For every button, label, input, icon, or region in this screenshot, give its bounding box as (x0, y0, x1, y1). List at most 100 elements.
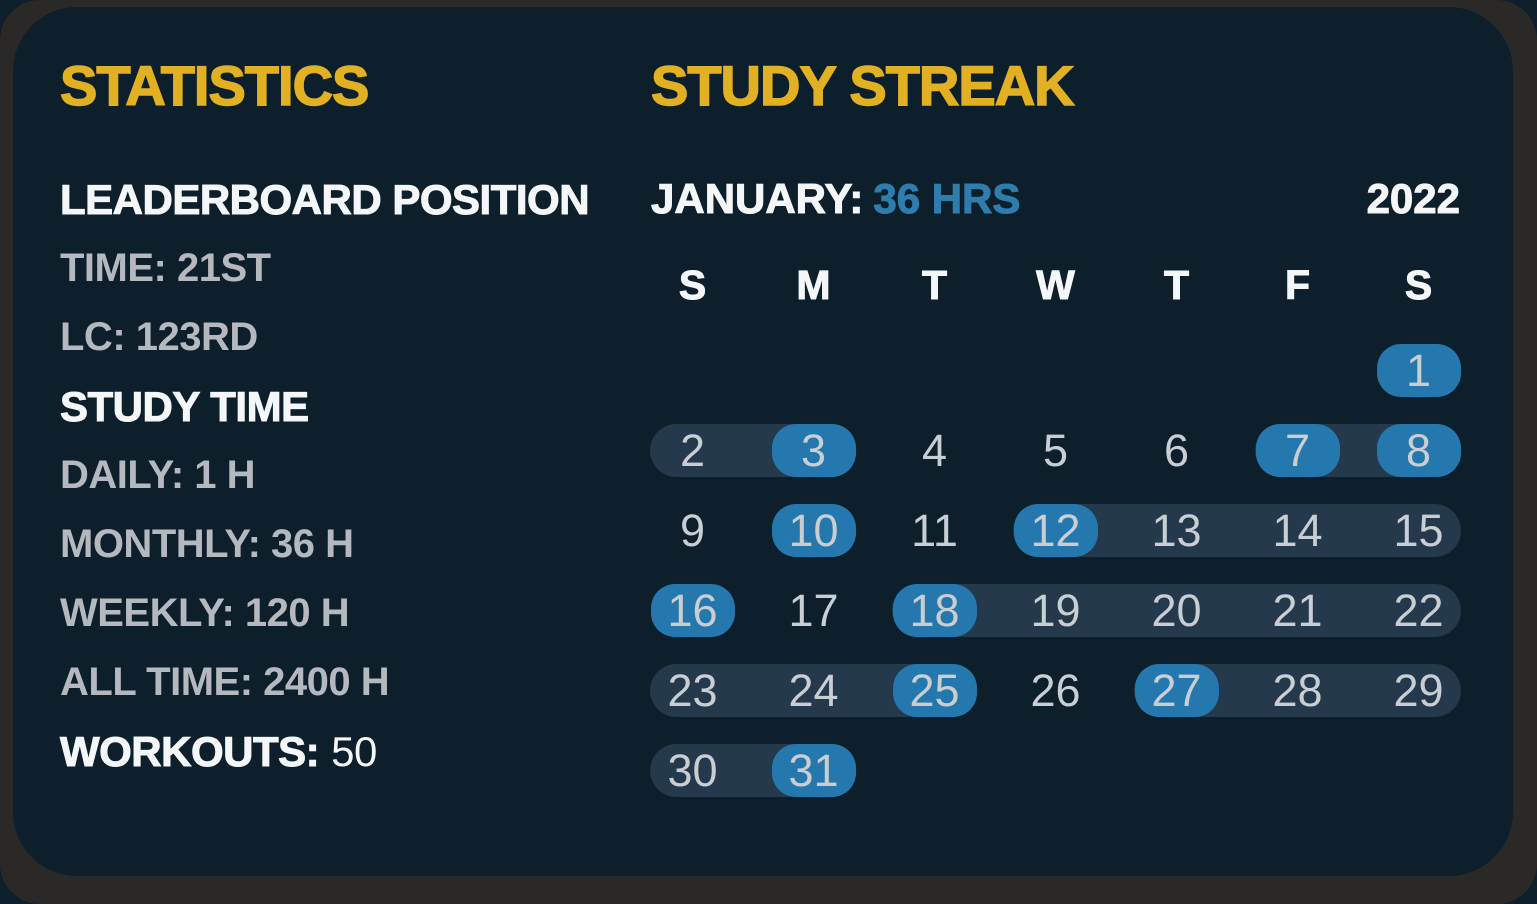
streak-span-segment (1237, 584, 1358, 637)
streak-span-segment (1237, 504, 1358, 557)
empty-day-cell (874, 331, 995, 411)
empty-day-cell (1237, 731, 1358, 811)
day-cell-12: 12 (995, 491, 1116, 571)
day-number: 12 (1030, 505, 1081, 556)
day-cell-21: 21 (1237, 571, 1358, 651)
day-cell-9: 9 (632, 491, 753, 571)
day-number: 1 (1405, 345, 1432, 396)
study-day-pill (892, 664, 977, 717)
weekday-label-6: S (1404, 262, 1433, 309)
day-number: 14 (1272, 505, 1323, 556)
calendar-week-row: 2 3 4 5 6 7 8 (632, 411, 1479, 491)
study-day-pill (771, 424, 856, 477)
day-number: 20 (1151, 585, 1202, 636)
month-hours-line: JANUARY: 36 HRS (650, 175, 1021, 223)
weekday-label-0: S (678, 262, 707, 309)
calendar-week-row: 30 31 (632, 731, 1479, 811)
empty-day-cell (1237, 331, 1358, 411)
day-cell-7: 7 (1237, 411, 1358, 491)
day-cell-23: 23 (632, 651, 753, 731)
day-number: 18 (909, 585, 960, 636)
day-cell-26: 26 (995, 651, 1116, 731)
weekday-label-1: M (796, 262, 831, 309)
empty-day-cell (1358, 731, 1479, 811)
month-label: JANUARY: (650, 175, 864, 223)
day-cell-18: 18 (874, 571, 995, 651)
streak-span-segment (650, 664, 753, 717)
day-cell-5: 5 (995, 411, 1116, 491)
day-cell-28: 28 (1237, 651, 1358, 731)
study-time-monthly: MONTHLY: 36 H (60, 522, 354, 566)
streak-span-segment (1358, 664, 1461, 717)
day-cell-3: 3 (753, 411, 874, 491)
study-day-pill (1376, 344, 1461, 397)
day-cell-24: 24 (753, 651, 874, 731)
study-time-alltime: ALL TIME: 2400 H (60, 660, 390, 704)
day-number: 24 (788, 665, 839, 716)
day-number: 17 (788, 585, 839, 636)
calendar-header: JANUARY: 36 HRS 2022 (632, 164, 1479, 234)
day-cell-11: 11 (874, 491, 995, 571)
weekday-label-4: T (1163, 262, 1190, 309)
streak-span-segment (995, 584, 1116, 637)
day-number: 2 (679, 425, 706, 476)
statistics-title: STATISTICS (59, 53, 370, 118)
day-number: 15 (1393, 505, 1444, 556)
day-cell-6: 6 (1116, 411, 1237, 491)
leaderboard-time-rank: TIME: 21ST (60, 246, 271, 290)
day-number: 27 (1151, 665, 1202, 716)
day-number: 9 (679, 505, 706, 556)
day-number: 10 (788, 505, 839, 556)
month-hours-value: 36 HRS (873, 175, 1021, 223)
calendar-week-row: 1 (632, 331, 1479, 411)
workouts-line: WORKOUTS: 50 (59, 717, 589, 786)
day-cell-8: 8 (1358, 411, 1479, 491)
day-cell-2: 2 (632, 411, 753, 491)
day-cell-16: 16 (632, 571, 753, 651)
day-cell-30: 30 (632, 731, 753, 811)
workouts-value: 50 (331, 728, 377, 775)
day-cell-31: 31 (753, 731, 874, 811)
study-day-pill (1376, 424, 1461, 477)
day-number: 11 (911, 505, 958, 556)
day-cell-25: 25 (874, 651, 995, 731)
day-number: 5 (1042, 425, 1069, 476)
day-cell-4: 4 (874, 411, 995, 491)
streak-span-segment (1237, 664, 1358, 717)
day-number: 19 (1030, 585, 1081, 636)
year-label: 2022 (1366, 175, 1460, 223)
empty-day-cell (995, 731, 1116, 811)
day-cell-20: 20 (1116, 571, 1237, 651)
streak-span-segment (650, 744, 753, 797)
calendar-week-row: 16 17 18 19 20 21 22 (632, 571, 1479, 651)
day-number: 4 (921, 425, 948, 476)
day-number: 31 (788, 745, 839, 796)
stats-card: STATISTICS STUDY STREAK LEADERBOARD POSI… (13, 7, 1513, 876)
empty-day-cell (753, 331, 874, 411)
day-number: 7 (1284, 425, 1311, 476)
empty-day-cell (632, 331, 753, 411)
leaderboard-lc-rank: LC: 123RD (60, 315, 258, 359)
day-number: 16 (667, 585, 718, 636)
day-number: 29 (1393, 665, 1444, 716)
day-cell-17: 17 (753, 571, 874, 651)
empty-day-cell (874, 731, 995, 811)
day-number: 23 (667, 665, 718, 716)
day-cell-22: 22 (1358, 571, 1479, 651)
day-number: 3 (800, 425, 827, 476)
study-time-daily: DAILY: 1 H (60, 453, 256, 497)
calendar-week-row: 23 24 25 26 27 28 29 (632, 651, 1479, 731)
day-cell-19: 19 (995, 571, 1116, 651)
day-cell-15: 15 (1358, 491, 1479, 571)
day-number: 26 (1030, 665, 1081, 716)
day-number: 22 (1393, 585, 1444, 636)
day-cell-10: 10 (753, 491, 874, 571)
study-day-pill (892, 584, 977, 637)
day-cell-29: 29 (1358, 651, 1479, 731)
day-cell-1: 1 (1358, 331, 1479, 411)
streak-span-segment (1358, 504, 1461, 557)
day-number: 30 (667, 745, 718, 796)
calendar-week-row: 9 10 11 12 13 14 15 (632, 491, 1479, 571)
